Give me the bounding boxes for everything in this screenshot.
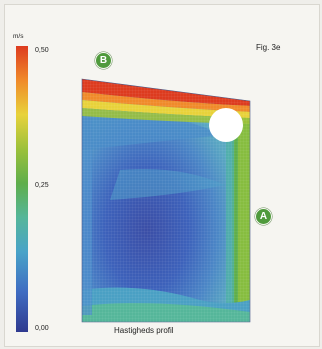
colorbar-tick-label: 0,25	[35, 182, 49, 189]
marker-a-badge: A	[255, 208, 272, 225]
x-axis-caption: Hastigheds profil	[114, 326, 174, 335]
tank-outline	[81, 78, 251, 323]
colorbar-tick-label: 0,00	[35, 325, 49, 332]
pipe-obstacle	[209, 108, 243, 142]
colorbar-tick-label: 0,50	[35, 47, 49, 54]
colorbar-unit: m/s	[13, 33, 24, 40]
marker-b-badge: B	[95, 52, 112, 69]
figure-label: Fig. 3e	[256, 43, 281, 52]
colorbar	[16, 46, 28, 332]
